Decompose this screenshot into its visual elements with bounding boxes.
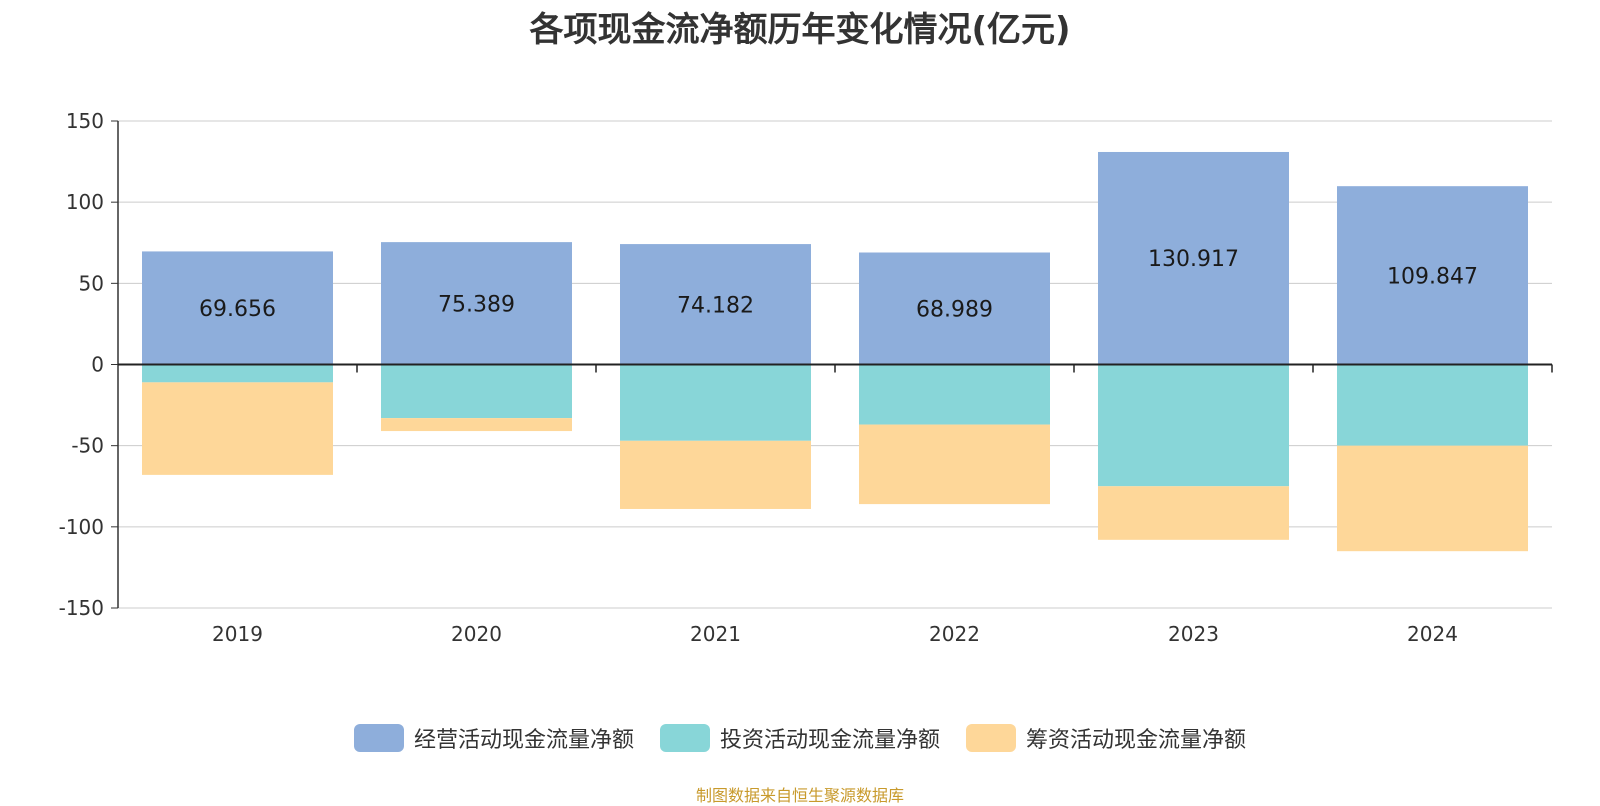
bar-value-label: 69.656: [199, 297, 276, 322]
bar-value-label: 74.182: [677, 293, 754, 318]
bar-segment: [142, 251, 333, 365]
bar-segment: [620, 364, 811, 441]
legend-label: 筹资活动现金流量净额: [1026, 728, 1247, 753]
bar-segment: [1098, 151, 1289, 365]
chart-title: 各项现金流净额历年变化情况(亿元): [529, 10, 1071, 50]
bars: [142, 151, 1528, 552]
y-tick-label: 100: [66, 190, 104, 214]
bar-segment: [142, 364, 333, 383]
bar-value-label: 130.917: [1148, 247, 1239, 272]
legend-swatch: [659, 724, 710, 752]
legend-item[interactable]: 经营活动现金流量净额: [353, 722, 634, 754]
x-tick-label: 2022: [929, 622, 980, 646]
bar-segment: [381, 364, 572, 419]
legend-label: 经营活动现金流量净额: [413, 728, 634, 753]
x-tick-label: 2021: [690, 622, 741, 646]
bar-segment: [859, 252, 1050, 365]
bar-chart: 150 100 50 0 -50 -100 -150 2019 2020 2021 2022 2023…: [59, 109, 1553, 646]
y-tick-label: 0: [91, 353, 104, 377]
y-tick-label: 50: [79, 271, 104, 295]
bar-segment: [620, 440, 811, 509]
bar-segment: [1098, 364, 1289, 487]
y-tick-label: -150: [59, 596, 104, 620]
legend-label: 投资活动现金流量净额: [719, 728, 940, 753]
y-tick-label: 150: [66, 109, 104, 133]
x-tick-label: 2023: [1168, 622, 1219, 646]
bar-segment: [1337, 445, 1528, 552]
bar-segment: [859, 424, 1050, 505]
bar-value-label: 68.989: [916, 298, 993, 323]
bar-segment: [620, 244, 811, 365]
y-tick-label: -100: [59, 515, 104, 539]
bar-segment: [381, 242, 572, 365]
bar-segment: [1337, 364, 1528, 446]
x-tick-label: 2020: [451, 622, 502, 646]
axes: 150 100 50 0 -50 -100 -150 2019 2020 2021 2022 2023…: [59, 109, 1553, 646]
bar-segment: [142, 382, 333, 475]
legend-item[interactable]: 投资活动现金流量净额: [659, 722, 940, 754]
source-note: 制图数据来自恒生聚源数据库: [695, 786, 904, 805]
legend-swatch: [966, 724, 1016, 752]
x-tick-label: 2019: [212, 622, 263, 646]
bar-segment: [859, 364, 1050, 425]
y-tick-label: -50: [71, 434, 104, 458]
x-tick-label: 2024: [1407, 622, 1458, 646]
data-labels: 69.656 75.389 74.182 68.989 130.917 109.847: [199, 247, 1478, 322]
bar-segment: [1098, 486, 1289, 540]
bar-value-label: 109.847: [1387, 264, 1478, 289]
bar-segment: [1337, 186, 1528, 365]
legend-item[interactable]: 筹资活动现金流量净额: [966, 722, 1246, 754]
legend-swatch: [353, 724, 404, 752]
bar-segment: [381, 418, 572, 432]
bar-value-label: 75.389: [438, 292, 515, 317]
legend: 经营活动现金流量净额 投资活动现金流量净额 筹资活动现金流量净额: [0, 722, 1600, 754]
